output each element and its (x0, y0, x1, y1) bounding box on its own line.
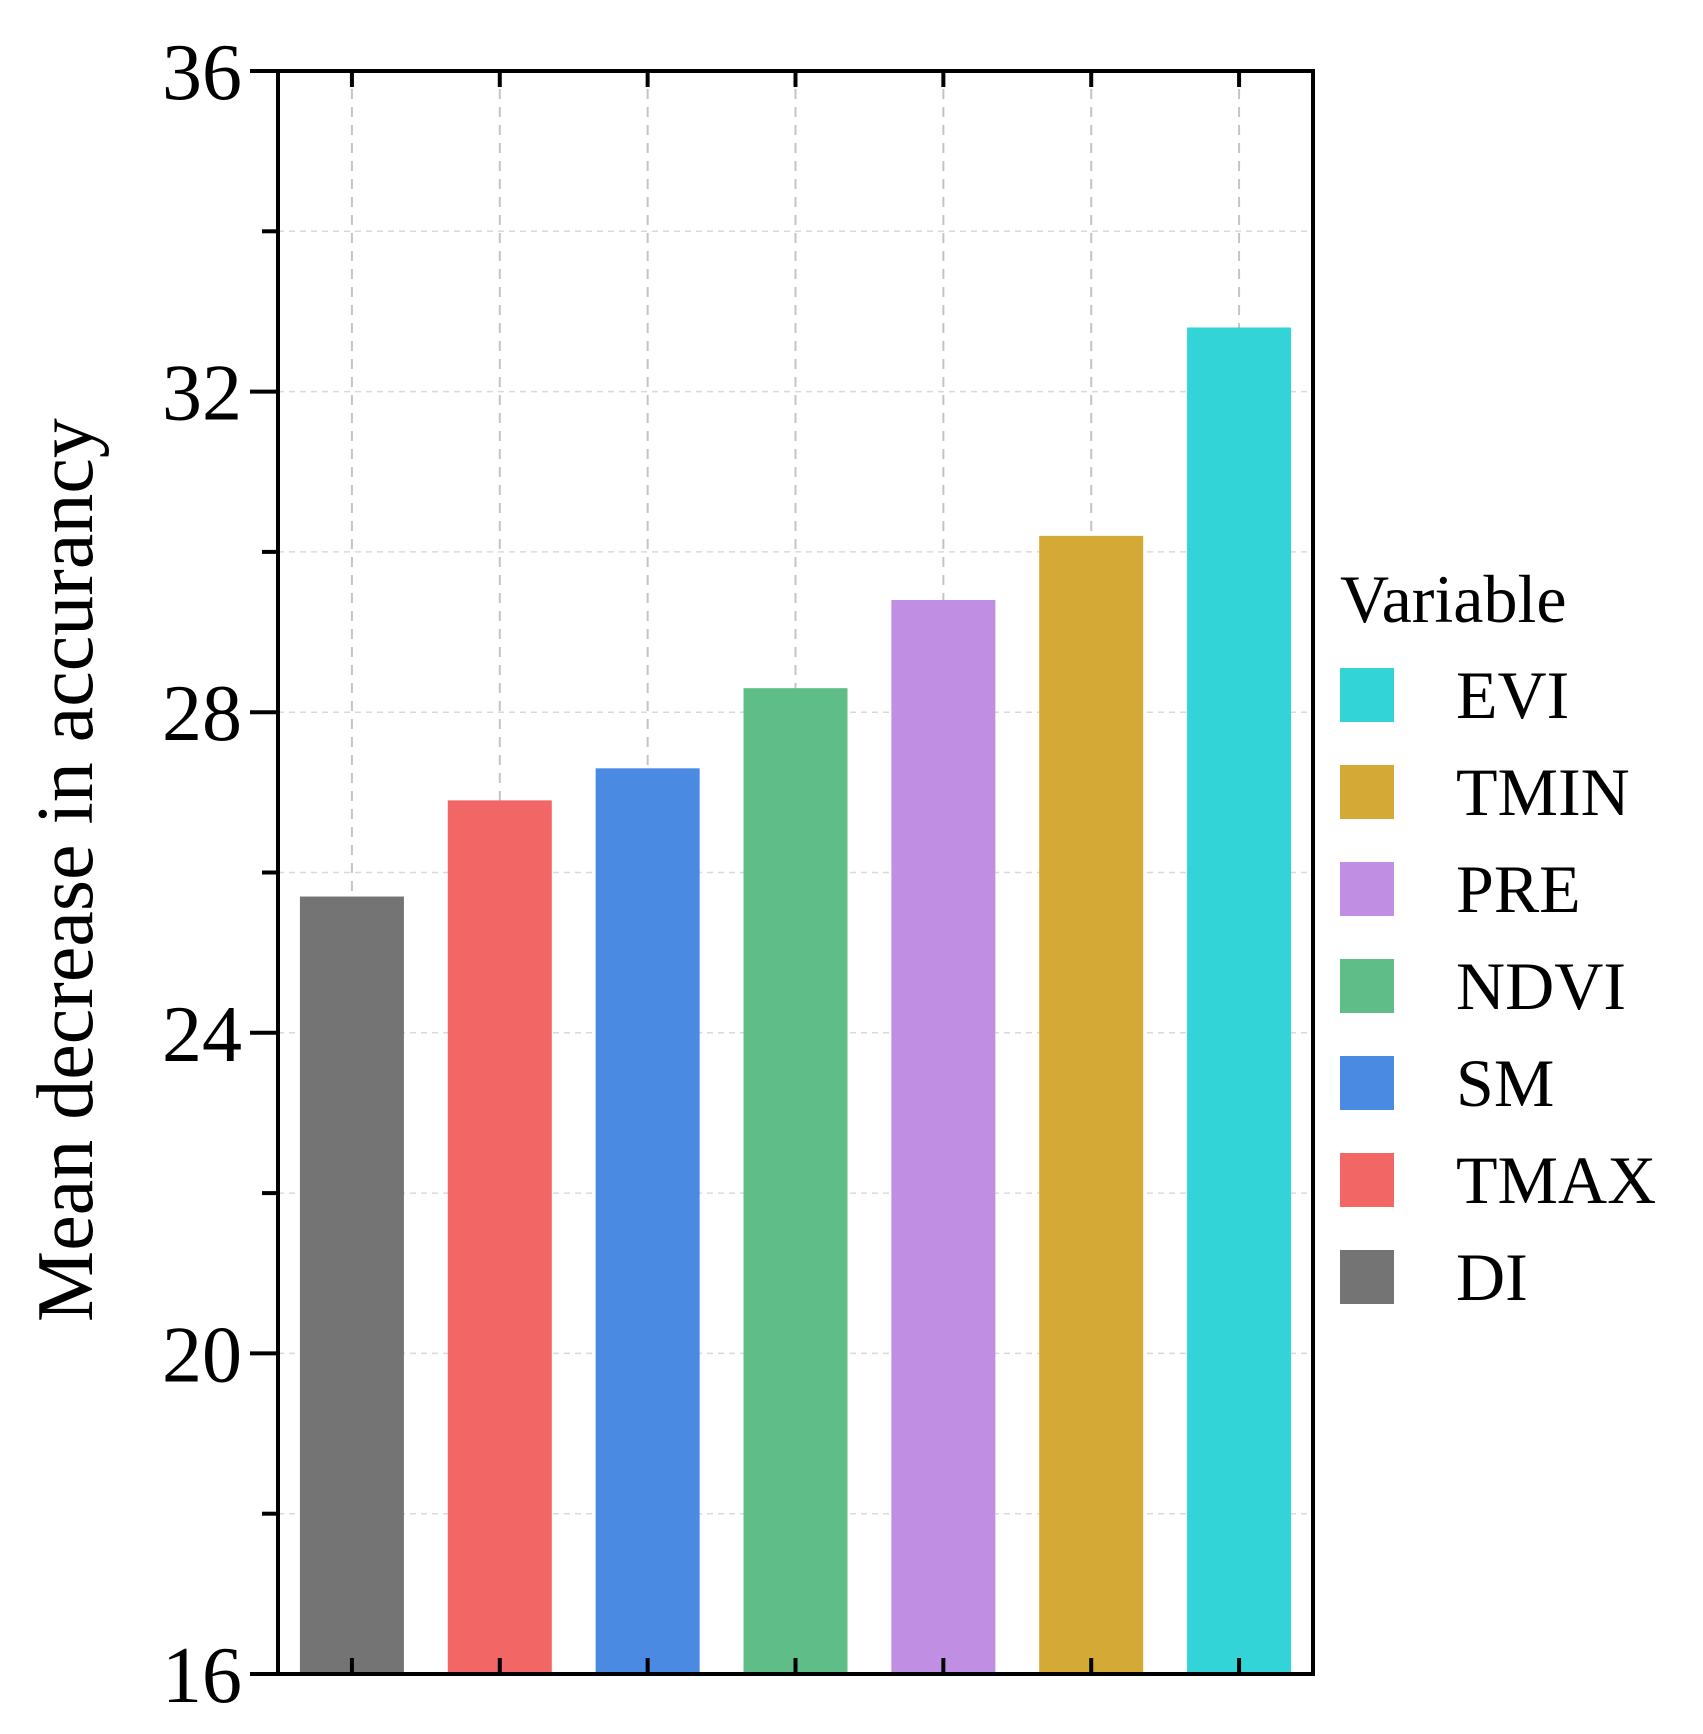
legend-swatch-di (1340, 1250, 1394, 1304)
legend-label-evi: EVI (1456, 657, 1569, 733)
bar-pre (891, 599, 996, 1674)
bar-tmax (447, 800, 552, 1674)
legend-swatch-evi (1340, 668, 1394, 722)
bar-di (299, 896, 404, 1674)
legend-label-tmax: TMAX (1456, 1142, 1656, 1218)
legend-label-pre: PRE (1456, 851, 1581, 927)
y-tick-label: 24 (162, 991, 242, 1079)
legend-label-di: DI (1456, 1239, 1528, 1315)
bar-tmin (1039, 535, 1144, 1674)
legend-label-sm: SM (1456, 1045, 1554, 1121)
legend-label-tmin: TMIN (1456, 754, 1630, 830)
bar-ndvi (743, 688, 848, 1674)
y-tick-label: 32 (162, 350, 242, 438)
y-tick-label: 36 (162, 29, 242, 117)
y-tick-label: 16 (162, 1632, 242, 1720)
legend-swatch-tmax (1340, 1153, 1394, 1207)
legend-title: Variable (1340, 561, 1567, 637)
legend-swatch-pre (1340, 862, 1394, 916)
y-axis-title: Mean decrease in accurancy (22, 418, 110, 1322)
y-axis-ticks: 16 20 24 28 32 36 (162, 29, 278, 1720)
bar-evi (1187, 327, 1292, 1675)
legend-swatch-ndvi (1340, 959, 1394, 1013)
y-tick-label: 20 (162, 1311, 242, 1399)
legend-swatch-tmin (1340, 765, 1394, 819)
bar-sm (595, 768, 700, 1674)
legend: Variable EVI TMIN PRE NDVI SM TMAX DI (1340, 561, 1656, 1315)
y-tick-label: 28 (162, 670, 242, 758)
legend-swatch-sm (1340, 1056, 1394, 1110)
bars (299, 327, 1292, 1675)
legend-label-ndvi: NDVI (1456, 948, 1626, 1024)
